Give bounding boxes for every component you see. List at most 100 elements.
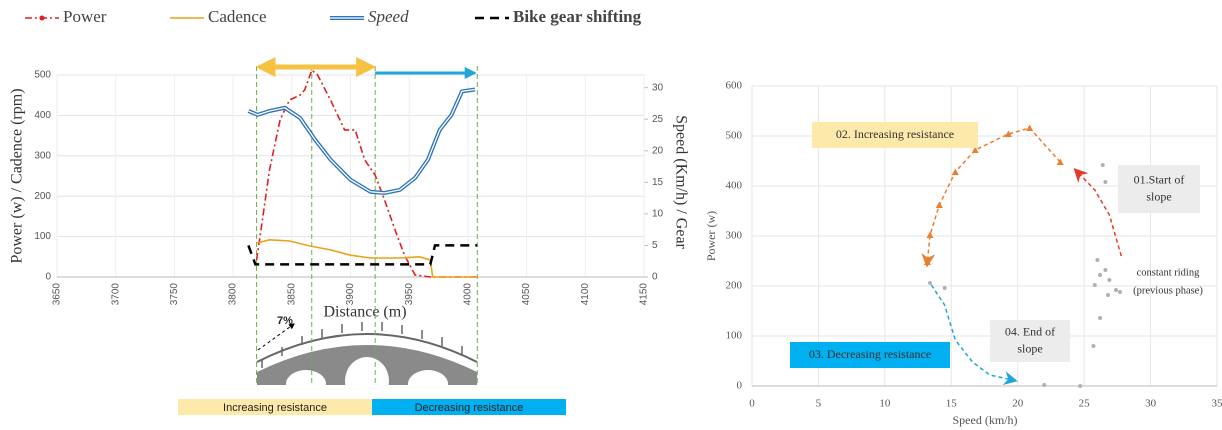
x-tick-label: 10: [879, 398, 891, 410]
x-tick-label: 4100: [580, 283, 591, 306]
point: [1056, 158, 1064, 165]
y2-axis-label: Speed (Km/h) / Gear: [672, 115, 689, 249]
series-line: [921, 127, 1061, 268]
y2-tick-label: 0: [652, 272, 658, 283]
y-tick-label: 400: [726, 180, 743, 192]
x-tick-label: 3700: [110, 283, 121, 306]
point: [1107, 278, 1112, 282]
annotation-text: 01.Start of: [1134, 172, 1185, 186]
annotation-text: (previous phase): [1133, 285, 1203, 296]
y2-tick-label: 30: [652, 82, 664, 93]
legend-marker: [39, 15, 45, 21]
legend-label: Power: [63, 7, 107, 26]
y-axis-label: Power (w) / Cadence (rpm): [9, 88, 26, 263]
y-tick-label: 200: [726, 280, 743, 292]
point: [1092, 283, 1097, 287]
x-tick-label: 3750: [169, 283, 180, 306]
point: [1078, 384, 1083, 388]
decreasing-band: [372, 399, 566, 415]
series-line: [930, 284, 1018, 386]
annotation-text: 03. Decreasing resistance: [809, 347, 931, 361]
point: [928, 281, 933, 285]
series-line: [1073, 167, 1123, 257]
point: [1098, 316, 1103, 320]
point: [1100, 163, 1105, 167]
y-tick-label: 300: [34, 150, 51, 161]
x-axis-label: Distance (m): [323, 304, 406, 321]
y-tick-label: 300: [726, 230, 743, 242]
annotation-box: [790, 342, 950, 368]
series-line: [247, 244, 478, 266]
y-tick-label: 0: [737, 380, 743, 392]
series-line-inner: [248, 88, 475, 194]
point: [1118, 290, 1123, 294]
x-tick-label: 4150: [639, 283, 650, 306]
legend-label: Cadence: [208, 7, 267, 26]
series-line: [247, 87, 476, 196]
increasing-band: [178, 399, 372, 415]
annotation-text: slope: [1146, 189, 1171, 203]
x-tick-label: 35: [1212, 398, 1222, 410]
annotation-box: [812, 122, 978, 148]
bridge: [256, 322, 478, 405]
x-tick-label: 3950: [404, 283, 415, 306]
y2-tick-label: 5: [652, 240, 658, 251]
annotation-text: slope: [1017, 341, 1042, 355]
annotation-text: constant riding: [1137, 267, 1200, 278]
x-tick-label: 20: [1012, 398, 1024, 410]
y-tick-label: 100: [726, 330, 743, 342]
point: [1103, 268, 1108, 272]
point: [971, 146, 979, 153]
point: [935, 201, 943, 208]
point: [1095, 258, 1100, 262]
y-tick-label: 0: [45, 272, 51, 283]
point: [926, 231, 934, 238]
point: [1114, 288, 1119, 292]
x-tick-label: 30: [1145, 398, 1157, 410]
point: [1091, 344, 1096, 348]
series-line: [256, 238, 478, 278]
y-tick-label: 600: [726, 80, 743, 92]
y2-tick-label: 10: [652, 209, 664, 220]
x-tick-label: 4000: [463, 283, 474, 306]
y-tick-label: 500: [726, 130, 743, 142]
point: [951, 168, 959, 175]
point: [923, 258, 931, 265]
increasing-label: Increasing resistance: [223, 402, 327, 414]
point: [1042, 383, 1047, 387]
x-tick-label: 25: [1079, 398, 1091, 410]
point: [1103, 180, 1108, 184]
y2-tick-label: 20: [652, 145, 664, 156]
annotation-box: [990, 320, 1070, 362]
point: [1106, 293, 1111, 297]
point: [1004, 130, 1012, 137]
y2-tick-label: 25: [652, 114, 664, 125]
decreasing-label: Decreasing resistance: [415, 402, 524, 414]
y-tick-label: 400: [34, 110, 51, 121]
slope-label: 7%: [277, 315, 293, 327]
y2-tick-label: 15: [652, 177, 664, 188]
x-axis-label: Speed (km/h): [953, 413, 1018, 427]
x-tick-label: 3900: [345, 283, 356, 306]
x-tick-label: 3850: [286, 283, 297, 306]
legend-label: Speed: [368, 7, 409, 26]
x-tick-label: 5: [816, 398, 822, 410]
y-tick-label: 500: [34, 70, 51, 81]
series-line: [255, 68, 478, 278]
y-axis-label: Power (w): [704, 211, 718, 261]
x-tick-label: 3800: [228, 283, 239, 306]
point: [942, 286, 947, 290]
point: [1026, 124, 1034, 131]
annotation-box: [1118, 165, 1200, 213]
annotation-text: 02. Increasing resistance: [836, 127, 954, 141]
x-tick-label: 3650: [52, 283, 63, 306]
x-tick-label: 0: [749, 398, 755, 410]
point: [1098, 273, 1103, 277]
x-tick-label: 4050: [521, 283, 532, 306]
legend-label: Bike gear shifting: [513, 7, 642, 26]
y-tick-label: 200: [34, 191, 51, 202]
x-tick-label: 15: [946, 398, 958, 410]
y-tick-label: 100: [34, 231, 51, 242]
annotation-text: 04. End of: [1005, 324, 1055, 338]
